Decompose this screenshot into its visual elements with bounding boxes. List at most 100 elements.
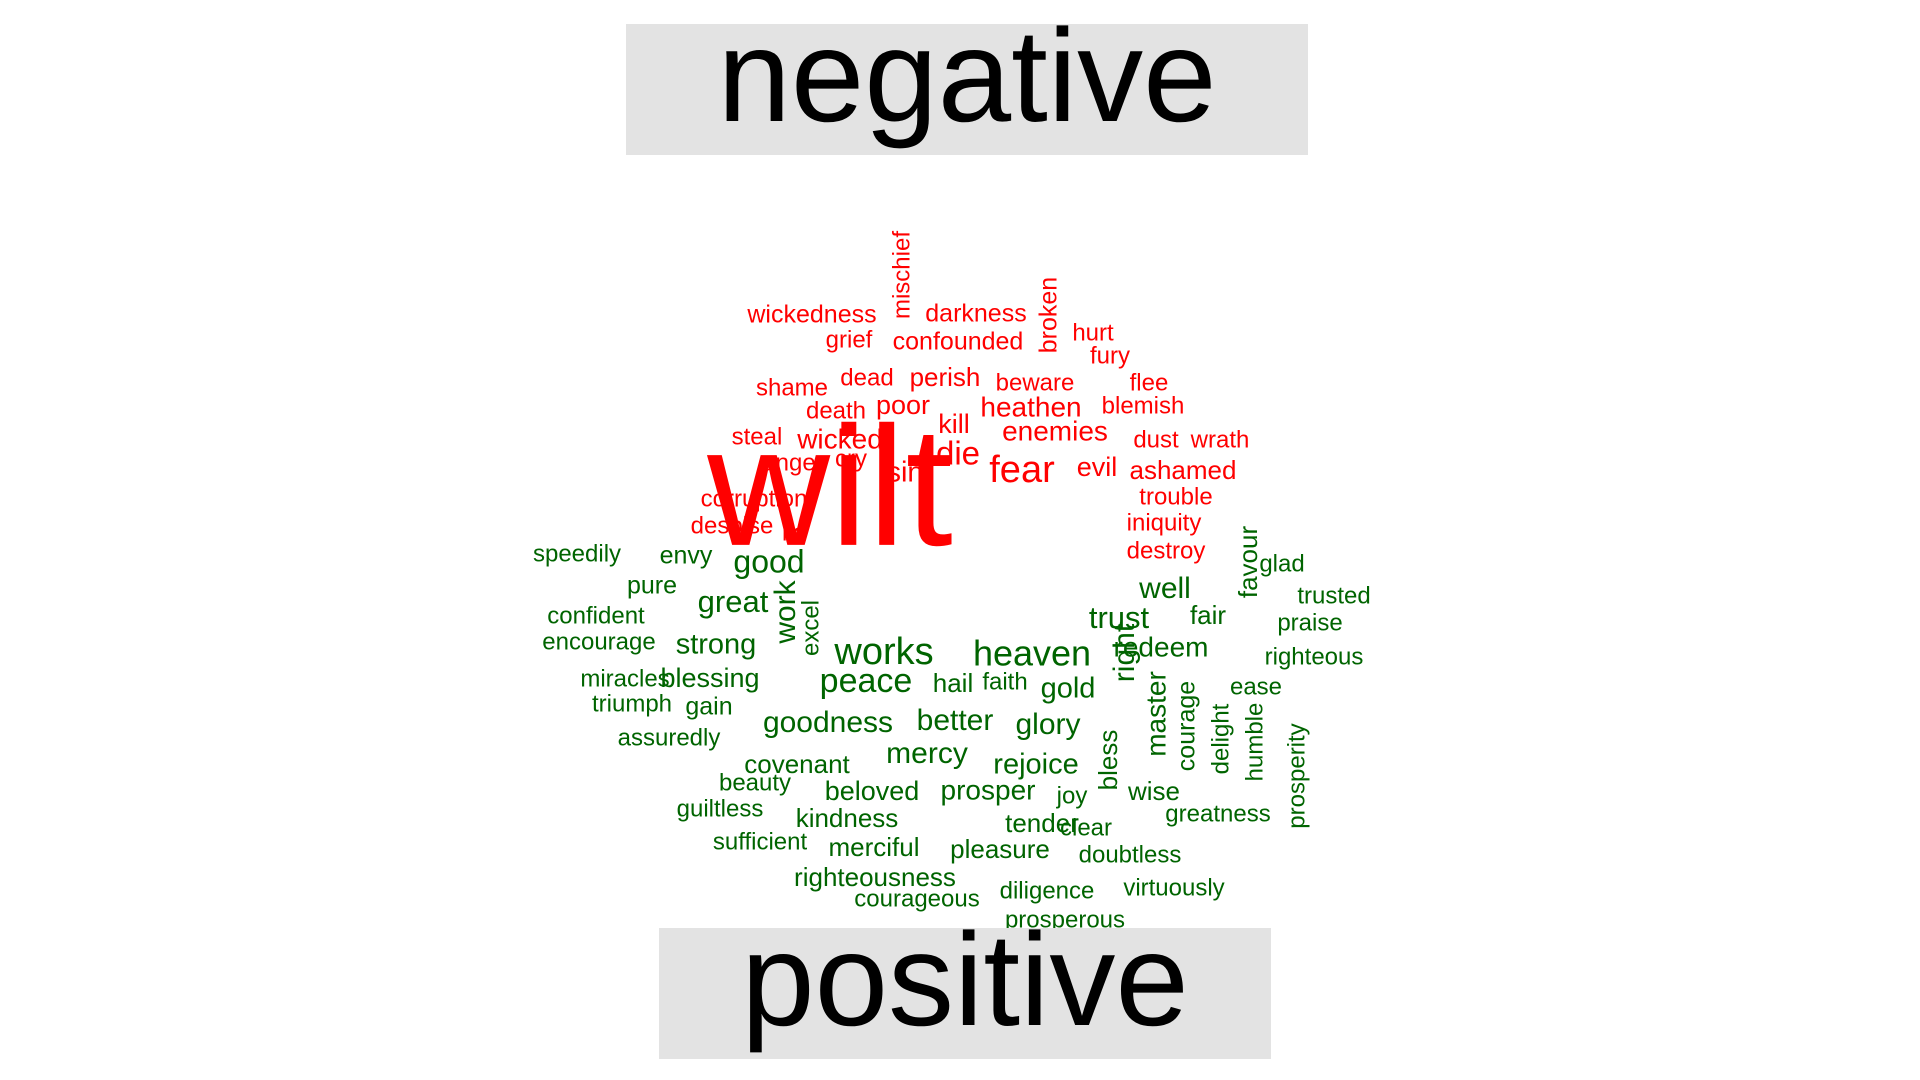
- word-positive-good: good: [733, 543, 804, 579]
- word-negative-hurt: hurt: [1072, 319, 1114, 346]
- word-negative-dead: dead: [840, 364, 893, 391]
- word-negative-mischief: mischief: [888, 231, 915, 319]
- word-positive-glory: glory: [1015, 708, 1080, 741]
- word-negative-beware: beware: [996, 369, 1075, 396]
- word-positive-ease: ease: [1230, 673, 1282, 700]
- word-negative-fury: fury: [1090, 342, 1130, 369]
- word-positive-encourage: encourage: [542, 628, 655, 655]
- word-negative-die: die: [936, 435, 980, 472]
- word-negative-death: death: [806, 397, 866, 424]
- word-negative-kill: kill: [938, 409, 970, 439]
- word-positive-speedily: speedily: [533, 540, 621, 567]
- word-positive-tender: tender: [1005, 808, 1079, 838]
- word-positive-pleasure: pleasure: [950, 834, 1050, 864]
- word-positive-right: right: [1108, 623, 1141, 682]
- word-positive-courageous: courageous: [854, 885, 979, 912]
- word-positive-strong: strong: [676, 629, 757, 661]
- word-negative-ashamed: ashamed: [1130, 455, 1237, 485]
- word-positive-excel: excel: [797, 600, 824, 656]
- word-negative-darkness: darkness: [925, 300, 1026, 328]
- word-positive-master: master: [1140, 671, 1171, 757]
- word-negative-wrath: wrath: [1190, 426, 1250, 453]
- word-positive-righteousness: righteousness: [794, 862, 956, 892]
- word-positive-righteous: righteous: [1265, 643, 1364, 670]
- word-positive-goodness: goodness: [763, 706, 893, 739]
- group-label-positive: positive: [659, 913, 1271, 1059]
- word-negative-iniquity: iniquity: [1127, 509, 1202, 536]
- word-negative-broken: broken: [1035, 277, 1063, 353]
- word-positive-sufficient: sufficient: [713, 828, 808, 855]
- word-negative-dust: dust: [1133, 426, 1179, 453]
- word-positive-fair: fair: [1190, 600, 1226, 630]
- word-positive-beauty: beauty: [719, 769, 791, 796]
- word-positive-prosper: prosper: [941, 774, 1036, 805]
- word-positive-joy: joy: [1056, 782, 1088, 809]
- word-positive-peace: peace: [820, 662, 913, 700]
- word-positive-favour: favour: [1233, 526, 1263, 599]
- word-positive-better: better: [917, 704, 994, 737]
- word-positive-kindness: kindness: [796, 803, 899, 833]
- word-positive-trust: trust: [1089, 600, 1150, 635]
- word-negative-enemies: enemies: [1002, 415, 1108, 446]
- word-negative-wicked: wicked: [796, 423, 883, 454]
- word-negative-corruption: corruption: [701, 485, 808, 512]
- word-negative-grief: grief: [826, 326, 873, 353]
- word-positive-wise: wise: [1127, 776, 1180, 806]
- word-negative-sin: sin: [886, 457, 923, 489]
- word-negative-cry: cry: [835, 445, 867, 472]
- word-positive-works: works: [833, 631, 933, 673]
- word-negative-anger: anger: [762, 449, 823, 476]
- word-positive-courage: courage: [1173, 681, 1201, 771]
- word-positive-glad: glad: [1259, 550, 1304, 577]
- word-negative-fear: fear: [989, 449, 1055, 491]
- word-negative-flee: flee: [1130, 369, 1169, 396]
- word-positive-pure: pure: [627, 572, 677, 600]
- word-positive-diligence: diligence: [1000, 877, 1095, 904]
- word-positive-virtuously: virtuously: [1123, 874, 1224, 901]
- word-negative-steal: steal: [732, 423, 783, 450]
- word-positive-delight: delight: [1207, 703, 1234, 774]
- word-positive-work: work: [769, 579, 802, 644]
- word-positive-humble: humble: [1241, 703, 1268, 782]
- word-positive-gold: gold: [1041, 673, 1096, 705]
- word-negative-despise: despise: [691, 512, 774, 539]
- word-negative-lie: lie: [782, 519, 806, 546]
- word-positive-guiltless: guiltless: [677, 795, 764, 822]
- word-positive-beloved: beloved: [825, 776, 920, 806]
- word-positive-merciful: merciful: [828, 832, 919, 862]
- word-positive-confident: confident: [547, 602, 645, 629]
- word-positive-envy: envy: [660, 542, 713, 570]
- word-positive-hail: hail: [933, 668, 973, 698]
- word-positive-faith: faith: [982, 668, 1027, 695]
- word-positive-covenant: covenant: [744, 749, 850, 779]
- word-positive-triumph: triumph: [592, 690, 672, 717]
- word-negative-blemish: blemish: [1102, 392, 1185, 419]
- word-positive-clear: clear: [1060, 814, 1112, 841]
- word-positive-redeem: redeem: [1114, 631, 1209, 662]
- word-negative-trouble: trouble: [1139, 483, 1212, 510]
- word-positive-bless: bless: [1093, 730, 1123, 791]
- word-positive-gain: gain: [685, 693, 732, 721]
- word-positive-heaven: heaven: [973, 633, 1091, 674]
- word-positive-trusted: trusted: [1297, 582, 1370, 609]
- group-label-positive-text: positive: [741, 905, 1189, 1053]
- word-positive-rejoice: rejoice: [993, 749, 1078, 781]
- word-negative-shame: shame: [756, 374, 828, 401]
- word-negative-poor: poor: [876, 390, 930, 420]
- word-negative-evil: evil: [1077, 452, 1118, 482]
- word-positive-assuredly: assuredly: [618, 724, 721, 751]
- word-positive-greatness: greatness: [1165, 800, 1270, 827]
- word-positive-miracles: miracles: [580, 665, 669, 692]
- group-label-negative-text: negative: [717, 1, 1217, 149]
- word-positive-mercy: mercy: [886, 737, 968, 770]
- word-positive-blessing: blessing: [660, 663, 759, 693]
- word-positive-prosperity: prosperity: [1283, 723, 1310, 828]
- word-negative-wilt: wilt: [706, 392, 953, 582]
- word-positive-doubtless: doubtless: [1079, 841, 1182, 868]
- group-label-negative: negative: [626, 9, 1308, 155]
- word-negative-heathen: heathen: [980, 391, 1081, 422]
- word-positive-praise: praise: [1277, 609, 1342, 636]
- word-negative-destroy: destroy: [1127, 537, 1206, 564]
- word-positive-well: well: [1138, 572, 1191, 605]
